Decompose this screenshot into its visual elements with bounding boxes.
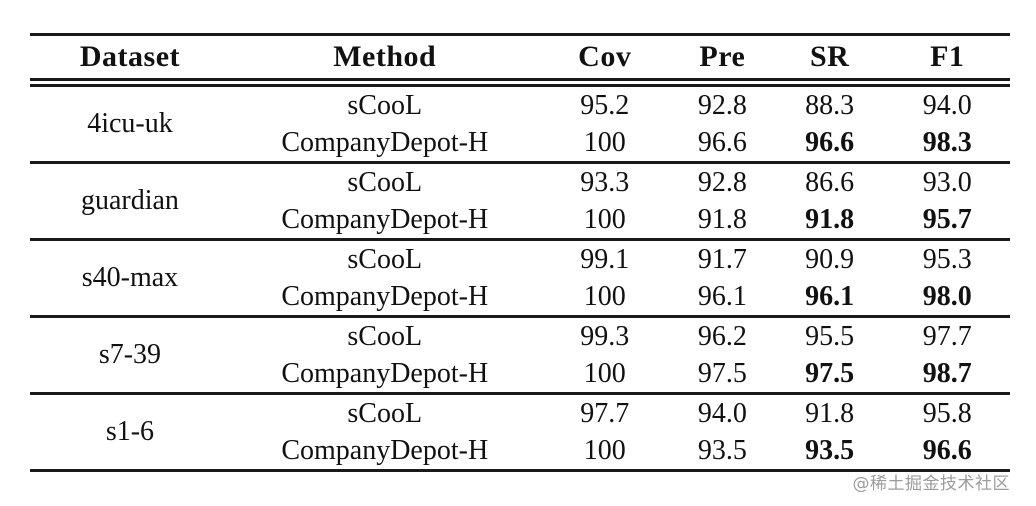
column-header-f1: F1 [884,33,1010,87]
f1-cell: 95.8 [884,392,1010,432]
pre-cell: 96.1 [697,280,747,312]
cov-cell: 99.3 [539,315,670,355]
cov-cell: 100 [583,126,626,158]
pre-cell: 93.5 [697,434,747,466]
method-cell: sCooL [229,238,540,278]
method-cell: CompanyDepot-H [281,357,489,389]
f1-cell: 98.7 [922,357,972,389]
table-row: CompanyDepot-H 100 96.1 96.1 98.0 [30,278,1010,317]
cov-cell: 93.3 [539,161,670,201]
table-row: guardian sCooL 93.3 92.8 86.6 93.0 [30,161,1010,240]
f1-cell: 94.0 [922,89,972,121]
pre-cell: 92.8 [697,89,747,121]
sr-cell: 93.5 [805,434,855,466]
table-header: Dataset Method Cov Pre SR F1 [30,33,1010,87]
table-row: s1-6 sCooL 97.7 94.0 91.8 95.8 [30,392,1010,471]
sr-cell: 97.5 [805,357,855,389]
column-header-pre: Pre [669,33,775,87]
pre-cell: 94.0 [669,392,775,432]
cov-cell: 100 [583,280,626,312]
dataset-cell: 4icu-uk [87,108,173,139]
column-header-method: Method [229,33,540,87]
f1-cell: 93.0 [884,161,1010,201]
pre-cell: 96.6 [697,126,747,158]
sr-cell: 91.8 [774,392,885,432]
column-header-dataset: Dataset [30,33,230,87]
f1-cell: 95.7 [922,203,972,235]
column-header-sr: SR [774,33,885,87]
method-cell: sCooL [229,392,540,432]
dataset-cell: s40-max [30,238,230,317]
table-body: 4icu-uk sCooL 95.2 92.8 88.3 94.0 CompanyDepot… [30,83,1010,471]
column-header-cov: Cov [539,33,670,87]
sr-cell: 96.1 [805,280,855,312]
f1-cell: 98.0 [922,280,972,312]
cov-cell: 100 [583,203,626,235]
sr-cell: 90.9 [774,238,885,278]
pre-cell: 96.2 [669,315,775,355]
f1-cell: 95.3 [884,238,1010,278]
table-row: CompanyDepot-H 100 93.5 93.5 96.6 [30,432,1010,471]
table-row: CompanyDepot-H 100 96.6 96.6 98.3 [30,124,1010,163]
pre-cell: 97.5 [697,357,747,389]
method-cell: sCooL [229,161,540,201]
pre-cell: 92.8 [669,161,775,201]
header-row: Dataset Method Cov Pre SR F1 [30,33,1010,87]
table-row: 4icu-uk sCooL 95.2 92.8 88.3 94.0 [30,83,1010,140]
cov-cell: 100 [583,357,626,389]
method-cell: CompanyDepot-H [281,126,489,158]
method-cell: sCooL [229,315,540,355]
method-cell: sCooL [347,89,423,121]
method-cell: CompanyDepot-H [281,203,489,235]
table-row: s40-max sCooL 99.1 91.7 90.9 95.3 [30,238,1010,317]
f1-cell: 98.3 [922,126,972,158]
sr-cell: 86.6 [774,161,885,201]
cov-cell: 99.1 [539,238,670,278]
dataset-cell: guardian [30,161,230,240]
cov-cell: 100 [583,434,626,466]
table-row: s7-39 sCooL 99.3 96.2 95.5 97.7 [30,315,1010,394]
f1-cell: 97.7 [884,315,1010,355]
dataset-cell: s1-6 [30,392,230,471]
table-row: CompanyDepot-H 100 97.5 97.5 98.7 [30,355,1010,394]
cov-cell: 97.7 [539,392,670,432]
watermark: @稀土掘金技术社区 [852,474,1010,494]
method-cell: CompanyDepot-H [281,434,489,466]
method-cell: CompanyDepot-H [281,280,489,312]
f1-cell: 96.6 [922,434,972,466]
sr-cell: 88.3 [805,89,855,121]
cov-cell: 95.2 [580,89,630,121]
sr-cell: 91.8 [805,203,855,235]
pre-cell: 91.7 [669,238,775,278]
dataset-cell: s7-39 [30,315,230,394]
sr-cell: 96.6 [805,126,855,158]
pre-cell: 91.8 [697,203,747,235]
sr-cell: 95.5 [774,315,885,355]
table-row: CompanyDepot-H 100 91.8 91.8 95.7 [30,201,1010,240]
results-table: Dataset Method Cov Pre SR F1 4icu-uk sCoo… [30,33,1010,472]
